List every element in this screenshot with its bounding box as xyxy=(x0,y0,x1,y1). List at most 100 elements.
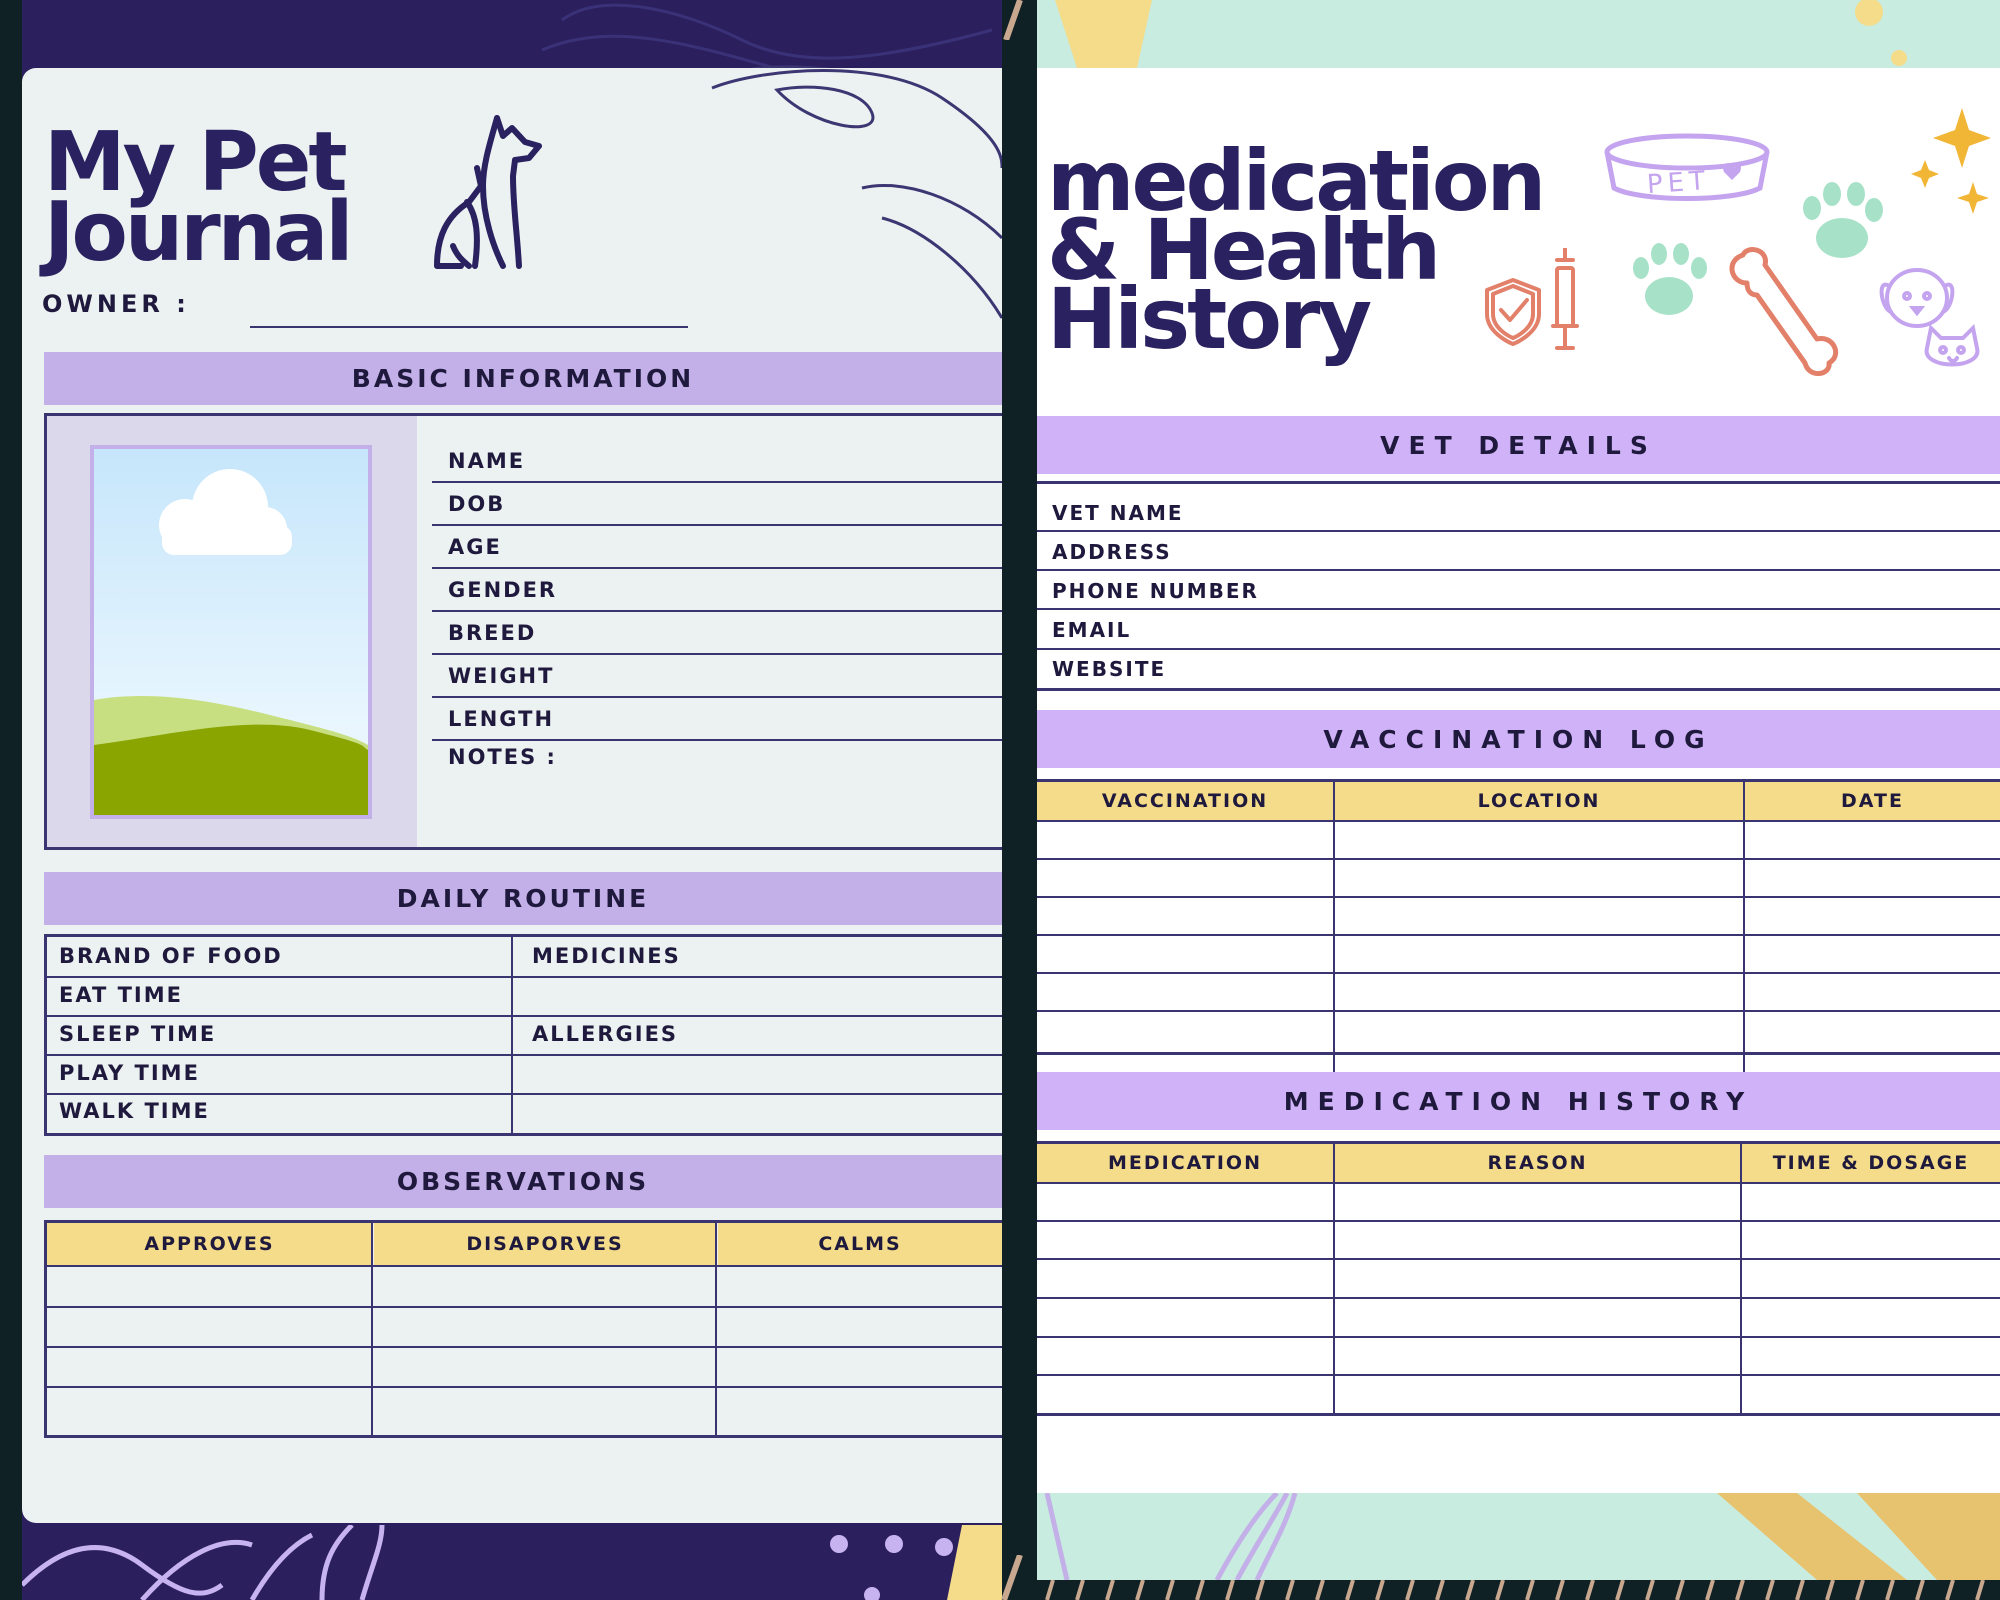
medication-divider xyxy=(1740,1141,1742,1416)
field-dob-label: DOB xyxy=(448,492,506,516)
routine-walk-time-label: WALK TIME xyxy=(59,1099,210,1123)
medication-col-time-dosage: TIME & DOSAGE xyxy=(1742,1144,2000,1182)
vaccination-divider xyxy=(1743,779,1745,1123)
decorative-shapes-top xyxy=(1055,0,1907,68)
vaccination-col-vaccination: VACCINATION xyxy=(1037,782,1333,820)
observations-divider xyxy=(371,1220,373,1438)
vet-name-line[interactable] xyxy=(1037,530,2000,532)
observations-row-line xyxy=(44,1346,1002,1348)
routine-medicines-label: MEDICINES xyxy=(532,944,681,968)
owner-label: OWNER : xyxy=(42,290,190,318)
health-title-line2: & Health xyxy=(1047,201,1441,299)
decorative-stripes-bottom xyxy=(1037,1580,2000,1600)
page-spine xyxy=(1002,0,1037,1600)
vaccination-col-date: DATE xyxy=(1745,782,2000,820)
vaccination-log-heading: VACCINATION LOG xyxy=(1037,710,2000,768)
medication-row-line xyxy=(1037,1297,2000,1299)
vaccination-row-line xyxy=(1037,934,2000,936)
routine-allergies-label: ALLERGIES xyxy=(532,1022,679,1046)
vet-email-line[interactable] xyxy=(1037,648,2000,650)
field-name-label: NAME xyxy=(448,449,526,473)
vaccination-top-line xyxy=(1037,779,2000,782)
spine-decoration xyxy=(1001,1555,1023,1600)
field-age-line[interactable] xyxy=(432,567,1002,569)
routine-row-line xyxy=(44,976,1002,978)
observations-col-calms: CALMS xyxy=(718,1223,1002,1265)
vaccination-row-line xyxy=(1037,820,2000,822)
bone-icon xyxy=(1729,247,1839,376)
vet-details-top-line xyxy=(1037,481,2000,484)
observations-divider xyxy=(715,1220,717,1438)
daily-routine-table xyxy=(44,934,1002,1136)
field-length-line[interactable] xyxy=(432,739,1002,741)
dog-cat-logo-icon xyxy=(434,115,542,269)
observations-row-line xyxy=(44,1265,1002,1267)
routine-sleep-time-label: SLEEP TIME xyxy=(59,1022,217,1046)
observations-heading: OBSERVATIONS xyxy=(44,1155,1002,1208)
field-gender-label: GENDER xyxy=(448,578,558,602)
field-weight-line[interactable] xyxy=(432,696,1002,698)
routine-row-line xyxy=(44,1015,1002,1017)
medication-row-line xyxy=(1037,1258,2000,1260)
medication-history-heading: MEDICATION HISTORY xyxy=(1037,1072,2000,1130)
vet-address-line[interactable] xyxy=(1037,569,2000,571)
vaccination-bottom-line xyxy=(1037,1052,2000,1055)
decorative-swirl-bottom xyxy=(22,1525,1002,1600)
dog-cat-faces-icon xyxy=(1879,268,1980,367)
observations-col-approves: APPROVES xyxy=(47,1223,372,1265)
field-weight-label: WEIGHT xyxy=(448,664,555,688)
routine-brand-of-food-label: BRAND OF FOOD xyxy=(59,944,283,968)
vet-phone-label: PHONE NUMBER xyxy=(1052,579,1259,603)
vaccination-row-line xyxy=(1037,896,2000,898)
basic-information-heading: BASIC INFORMATION xyxy=(44,352,1002,405)
routine-row-line xyxy=(44,1054,1002,1056)
observations-col-disapproves: DISAPORVES xyxy=(374,1223,716,1265)
field-name-line[interactable] xyxy=(432,481,1002,483)
vet-website-label: WEBSITE xyxy=(1052,657,1167,681)
owner-input-line[interactable] xyxy=(250,326,688,328)
basic-information-box xyxy=(44,413,1002,850)
vaccination-row-line xyxy=(1037,1010,2000,1012)
pet-bowl-text: PET xyxy=(1646,165,1711,201)
vaccination-col-location: LOCATION xyxy=(1335,782,1743,820)
observations-row-line xyxy=(44,1386,1002,1388)
health-title-line1: medication xyxy=(1047,132,1546,230)
decorative-shapes-bottom xyxy=(1044,1493,2000,1580)
routine-eat-time-label: EAT TIME xyxy=(59,983,183,1007)
medication-row-line xyxy=(1037,1374,2000,1376)
medication-bottom-line xyxy=(1037,1413,2000,1416)
vaccination-divider xyxy=(1333,779,1335,1123)
vet-name-label: VET NAME xyxy=(1052,501,1184,525)
health-title-line3: History xyxy=(1047,270,1372,368)
routine-play-time-label: PLAY TIME xyxy=(59,1061,200,1085)
medication-row-line xyxy=(1037,1220,2000,1222)
medication-divider xyxy=(1333,1141,1335,1416)
field-breed-line[interactable] xyxy=(432,653,1002,655)
pet-photo-placeholder-icon[interactable] xyxy=(90,445,372,819)
field-notes-label: NOTES : xyxy=(448,745,557,769)
field-gender-line[interactable] xyxy=(432,610,1002,612)
paw-print-icon xyxy=(1803,182,1883,258)
medication-row-line xyxy=(1037,1336,2000,1338)
vet-details-heading: VET DETAILS xyxy=(1037,416,2000,474)
field-age-label: AGE xyxy=(448,535,502,559)
field-dob-line[interactable] xyxy=(432,524,1002,526)
field-breed-label: BREED xyxy=(448,621,537,645)
medication-row-line xyxy=(1037,1182,2000,1184)
daily-routine-divider xyxy=(511,934,513,1136)
vaccination-row-line xyxy=(1037,858,2000,860)
spine-decoration xyxy=(1003,0,1023,40)
left-page-pet-journal: My Pet Journal OWNER : BASIC INFORMATION xyxy=(22,0,1002,1600)
journal-title-line1: My Pet xyxy=(44,115,348,210)
field-length-label: LENGTH xyxy=(448,707,555,731)
medication-col-reason: REASON xyxy=(1335,1144,1740,1182)
sparkle-icon xyxy=(1911,108,1991,214)
journal-title-line2: Journal xyxy=(44,185,353,280)
vet-phone-line[interactable] xyxy=(1037,608,2000,610)
daily-routine-heading: DAILY ROUTINE xyxy=(44,872,1002,925)
pet-bowl-icon xyxy=(1604,133,1770,201)
vet-email-label: EMAIL xyxy=(1052,618,1132,642)
medication-col-medication: MEDICATION xyxy=(1037,1144,1333,1182)
observations-table xyxy=(44,1220,1002,1438)
decorative-swirl-card xyxy=(711,69,1002,319)
